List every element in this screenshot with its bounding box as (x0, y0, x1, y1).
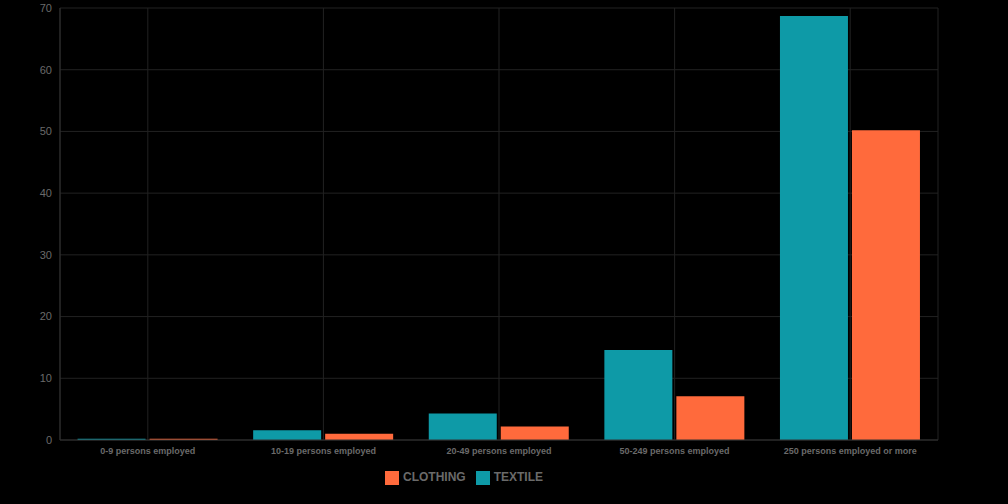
svg-text:10: 10 (40, 372, 52, 384)
svg-text:50-249 persons employed: 50-249 persons employed (620, 446, 730, 456)
html-text:TEXTILE: TEXTILE (493, 470, 543, 484)
svg-text:0: 0 (46, 434, 52, 446)
svg-text:60: 60 (40, 64, 52, 76)
svg-text:30: 30 (40, 249, 52, 261)
svg-text:20: 20 (40, 310, 52, 322)
svg-text:40: 40 (40, 187, 52, 199)
svg-text:20-49 persons employed: 20-49 persons employed (446, 446, 551, 456)
html-text:CLOTHING: CLOTHING (403, 470, 466, 484)
svg-text:70: 70 (40, 2, 52, 14)
svg-text:250 persons employed or more: 250 persons employed or more (784, 446, 917, 456)
svg-text:10-19 persons employed: 10-19 persons employed (271, 446, 376, 456)
svg-text:50: 50 (40, 125, 52, 137)
svg-text:0-9 persons employed: 0-9 persons employed (100, 446, 195, 456)
